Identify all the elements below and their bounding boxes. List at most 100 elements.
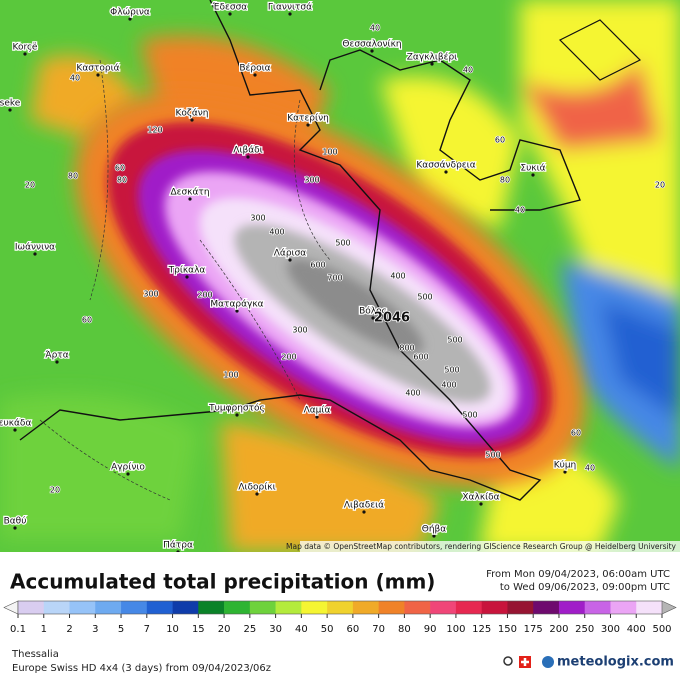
city-dot xyxy=(96,73,100,77)
city-label: Λιδορίκι xyxy=(238,483,275,493)
contour-label: 300 xyxy=(292,326,307,335)
colorbar-label: 80 xyxy=(398,624,411,635)
city-dot xyxy=(253,73,257,77)
contour-label: 200 xyxy=(197,291,212,300)
colorbar-label: 500 xyxy=(652,624,671,635)
contour-label: 20 xyxy=(25,181,35,190)
colorbar-label: 30 xyxy=(269,624,282,635)
city-dot xyxy=(444,170,448,174)
colorbar-label: 20 xyxy=(218,624,231,635)
city-dot xyxy=(371,316,375,320)
contour-label: 500 xyxy=(417,293,432,302)
colorbar-swatch xyxy=(584,601,611,614)
city-label: Τυμφρηστός xyxy=(208,403,265,414)
city-label: Ματαράγκα xyxy=(210,300,263,310)
contour-label: 60 xyxy=(571,429,581,438)
contour-label: 40 xyxy=(370,24,380,33)
city-label: Χαλκίδα xyxy=(462,493,499,503)
colorbar-swatch xyxy=(404,601,431,614)
colorbar-swatch xyxy=(43,601,70,614)
city-dot xyxy=(306,123,310,127)
colorbar-label: 400 xyxy=(627,624,646,635)
colorbar-label: 100 xyxy=(446,624,465,635)
colorbar-swatch xyxy=(558,601,586,614)
city-label: Τρίκαλα xyxy=(168,266,206,276)
city-dot xyxy=(33,252,37,256)
contour-label: 600 xyxy=(413,353,428,362)
attribution: Map data © OpenStreetMap contributors, r… xyxy=(286,542,677,551)
contour-label: 120 xyxy=(147,126,162,135)
contour-label: 400 xyxy=(269,228,284,237)
city-label: Λιβαδειά xyxy=(344,501,384,511)
city-label: Καστοριά xyxy=(76,64,119,74)
city-dot xyxy=(479,502,483,506)
colorbar-label: 15 xyxy=(192,624,205,635)
city-label: Βέροια xyxy=(239,63,270,74)
city-dot xyxy=(23,52,27,56)
colorbar-swatch xyxy=(481,601,508,614)
contour-label: 600 xyxy=(310,261,325,270)
colorbar-label: 200 xyxy=(549,624,568,635)
contour-label: 300 xyxy=(143,290,158,299)
colorbar-swatch xyxy=(121,601,148,614)
contour-label: 100 xyxy=(322,148,337,157)
city-label: Λάρισα xyxy=(274,249,307,259)
city-label: Γιαννιτσά xyxy=(268,3,312,13)
colorbar-label: 300 xyxy=(601,624,620,635)
contour-label: 500 xyxy=(462,411,477,420)
city-label: Ιωάννινα xyxy=(15,243,55,253)
attribution-bg xyxy=(300,541,680,552)
colorbar-swatch xyxy=(636,601,663,614)
contour-label: 300 xyxy=(304,176,319,185)
contour-label: 500 xyxy=(444,366,459,375)
colorbar-swatch xyxy=(352,601,379,614)
city-label: Έδεσσα xyxy=(212,3,247,13)
city-dot xyxy=(13,526,17,530)
brand: meteologix.com xyxy=(557,655,674,670)
map: Φλώρινα Έδεσσα Γιαννιτσά Korçë Καστοριά Βέροι… xyxy=(0,0,680,552)
colorbar-label: 90 xyxy=(424,624,437,635)
contour-label: 800 xyxy=(399,344,414,353)
contour-label: 700 xyxy=(327,274,342,283)
contour-label: 20 xyxy=(50,486,60,495)
contour-label: 200 xyxy=(281,353,296,362)
contour-label: 500 xyxy=(485,451,500,460)
region: Thessalia xyxy=(11,649,59,660)
colorbar-swatch xyxy=(533,601,560,614)
contour-label: 80 xyxy=(500,176,510,185)
colorbar-label: 10 xyxy=(166,624,179,635)
city-label: Άρτα xyxy=(45,351,68,361)
city-label: Λαμία xyxy=(304,406,331,416)
colorbar-swatch xyxy=(172,601,199,614)
contour-label: 40 xyxy=(70,74,80,83)
colorbar-label: 175 xyxy=(524,624,543,635)
contour-label: 80 xyxy=(117,176,127,185)
colorbar-swatch xyxy=(378,601,405,614)
city-label: Συκιά xyxy=(520,164,545,174)
city-label: Θεσσαλονίκη xyxy=(342,40,401,50)
city-dot xyxy=(246,155,250,159)
colorbar-swatch xyxy=(455,601,482,614)
colorbar-label: 60 xyxy=(347,624,360,635)
contour-label: 400 xyxy=(405,389,420,398)
colorbar-swatch xyxy=(610,601,637,614)
city-dot xyxy=(315,415,319,419)
colorbar-swatch xyxy=(327,601,354,614)
city-label: Βαθύ xyxy=(4,516,27,527)
colorbar-label: 50 xyxy=(321,624,334,635)
contour-label: 400 xyxy=(441,381,456,390)
colorbar-label: 70 xyxy=(372,624,385,635)
colorbar-label: 3 xyxy=(92,624,98,635)
city-dot xyxy=(55,360,59,364)
city-label: seke xyxy=(0,99,21,109)
city-dot xyxy=(176,550,180,552)
colorbar-swatch xyxy=(301,601,328,614)
colorbar-label: 25 xyxy=(243,624,256,635)
contour-label: 80 xyxy=(68,172,78,181)
legend-title: Accumulated total precipitation (mm) xyxy=(10,570,435,594)
city-label: Βόλος xyxy=(359,306,387,317)
city-dot xyxy=(531,173,535,177)
colorbar-over xyxy=(661,600,677,615)
contour-label: 60 xyxy=(495,136,505,145)
